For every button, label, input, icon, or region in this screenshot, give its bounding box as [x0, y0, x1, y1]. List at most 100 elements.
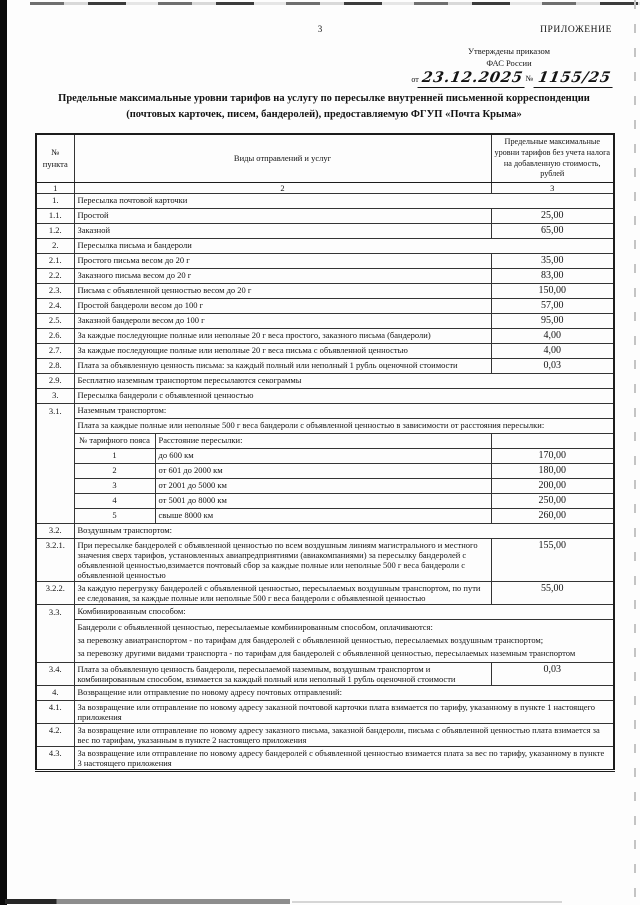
- row-number: 4.3.: [35, 746, 75, 773]
- table-row: 4.3. За возвращение или отправление по н…: [35, 746, 615, 773]
- row-text: Пересылка почтовой карточки: [73, 193, 615, 210]
- row-text: За возвращение или отправление по новому…: [73, 700, 615, 725]
- row-value: 95,00: [490, 313, 615, 330]
- approval-line2: ФАС России: [486, 57, 532, 68]
- approval-date-handwritten: 23.12.2025: [417, 69, 527, 88]
- table-row: 3.2.2. За каждую перегрузку бандеролей с…: [35, 581, 615, 606]
- table-row: 2.3. Письма с объявленной ценностью весо…: [35, 283, 615, 300]
- row-text: За каждую перегрузку бандеролей с объявл…: [73, 581, 492, 606]
- row-number: 2.9.: [35, 373, 75, 390]
- table-row: 3.2.1. При пересылке бандеролей с объявл…: [35, 538, 615, 583]
- scan-left-bar: [0, 0, 7, 905]
- col-number: 2: [73, 181, 492, 195]
- row-number: 4.2.: [35, 723, 75, 748]
- zone-distance: от 5001 до 8000 км: [154, 493, 492, 510]
- combined-method-line: за перевозку авиатранспортом - по тарифа…: [77, 635, 544, 646]
- zone-value: 180,00: [490, 463, 615, 480]
- row-text: При пересылке бандеролей с объявленной ц…: [73, 538, 492, 583]
- table-row: 4.1. За возвращение или отправление по н…: [35, 700, 615, 725]
- table-row: 3.1. Наземным транспортом:: [35, 403, 615, 525]
- table-row: 4.2. За возвращение или отправление по н…: [35, 723, 615, 748]
- row-text: Наземным транспортом:: [73, 403, 615, 420]
- row-value: 65,00: [490, 223, 615, 240]
- zone-distance: от 601 до 2000 км: [154, 463, 492, 480]
- row-value: 4,00: [490, 328, 615, 345]
- scan-top-edge-artifact: [30, 2, 640, 5]
- row-text: Заказной бандероли весом до 100 г: [73, 313, 492, 330]
- row-text: Пересылка письма и бандероли: [73, 238, 615, 255]
- table-row: 2. Пересылка письма и бандероли: [35, 238, 615, 255]
- zone-row: 4 от 5001 до 8000 км 250,00: [36, 493, 615, 510]
- row-number: 2.8.: [35, 358, 75, 375]
- table-row: 3.4. Плата за объявленную ценность банде…: [35, 662, 615, 687]
- approval-block: Утверждены приказом ФАС России от 23.12.2…: [404, 46, 616, 88]
- zone-row: 2 от 601 до 2000 км 180,00: [36, 463, 615, 480]
- row-number: 2.5.: [35, 313, 75, 330]
- row-text: Письма с объявленной ценностью весом до …: [73, 283, 492, 300]
- zone-number: 1: [73, 448, 156, 465]
- combined-method-line: Бандероли с объявленной ценностью, перес…: [77, 622, 433, 633]
- row-value: 150,00: [490, 283, 615, 300]
- row-number: 3.1.: [35, 403, 75, 525]
- table-row: 4. Возвращение или отправление по новому…: [35, 685, 615, 702]
- row-text: Плата за каждые полные или неполные 500 …: [73, 418, 615, 435]
- zone-value: 260,00: [490, 508, 615, 525]
- document-title: Предельные максимальные уровни тарифов н…: [35, 91, 613, 123]
- zone-number: 4: [73, 493, 156, 510]
- row-number: 2.: [35, 238, 75, 255]
- row-text: Простого письма весом до 20 г: [73, 253, 492, 270]
- row-text: Воздушным транспортом:: [73, 523, 615, 540]
- row-text: За каждые последующие полные или неполны…: [73, 328, 492, 345]
- row-text: За каждые последующие полные или неполны…: [73, 343, 492, 360]
- table-row: 2.1. Простого письма весом до 20 г 35,00: [35, 253, 615, 270]
- row-value: 25,00: [490, 208, 615, 225]
- approval-date-number-line: от 23.12.2025№ 1155/25: [404, 69, 616, 88]
- table-row: 3. Пересылка бандероли с объявленной цен…: [35, 388, 615, 405]
- zone-number-header: № тарифного пояса: [73, 433, 156, 450]
- row-text: Пересылка бандероли с объявленной ценнос…: [73, 388, 615, 405]
- row-value: 55,00: [490, 581, 615, 606]
- appendix-label: ПРИЛОЖЕНИЕ: [540, 25, 612, 35]
- row-number: 1.1.: [35, 208, 75, 225]
- row-text: Возвращение или отправление по новому ад…: [73, 685, 615, 702]
- row-text: Плата за объявленную ценность бандероли,…: [73, 662, 492, 687]
- row-number: 3.3.: [35, 604, 75, 664]
- scan-right-edge-artifact: [634, 0, 636, 905]
- zone-value: 250,00: [490, 493, 615, 510]
- zone-number: 5: [73, 508, 156, 525]
- row-number: 4.: [35, 685, 75, 702]
- document-title-line1: Предельные максимальные уровни тарифов н…: [58, 93, 590, 104]
- row-value: 0,03: [490, 358, 615, 375]
- row-text: Комбинированным способом:: [73, 604, 615, 621]
- zone-distance: до 600 км: [154, 448, 492, 465]
- row-number: 2.7.: [35, 343, 75, 360]
- row-text: Бесплатно наземным транспортом пересылаю…: [73, 373, 615, 390]
- zone-value: 200,00: [490, 478, 615, 495]
- zone-number: 2: [73, 463, 156, 480]
- col-number: 3: [490, 181, 615, 195]
- row-text: Заказной: [73, 223, 492, 240]
- row-value: 83,00: [490, 268, 615, 285]
- column-numbers-row: 1 2 3: [35, 181, 615, 195]
- header-service-types: Виды отправлений и услуг: [73, 133, 492, 183]
- table-row: 1.1. Простой 25,00: [35, 208, 615, 225]
- scan-bottom-edge-artifact-light: [292, 901, 562, 903]
- table-row: 1.2. Заказной 65,00: [35, 223, 615, 240]
- zone-row: 3 от 2001 до 5000 км 200,00: [36, 478, 615, 495]
- zone-distance: свыше 8000 км: [154, 508, 492, 525]
- row-number: 2.1.: [35, 253, 75, 270]
- row-number: 2.4.: [35, 298, 75, 315]
- combined-method-line: за перевозку другими видами транспорта -…: [77, 648, 576, 659]
- row-text: Плата за объявленную ценность письма: за…: [73, 358, 492, 375]
- approval-number-handwritten: 1155/25: [533, 69, 616, 88]
- row-text: За возвращение или отправление по новому…: [73, 746, 615, 773]
- approval-prefix: от: [411, 74, 419, 84]
- zone-value: 170,00: [490, 448, 615, 465]
- table-row: Плата за каждые полные или неполные 500 …: [36, 418, 615, 435]
- table-row: 2.2. Заказного письма весом до 20 г 83,0…: [35, 268, 615, 285]
- zone-value-header-empty: [490, 433, 615, 450]
- row-number: 3.2.2.: [35, 581, 75, 606]
- page-number: 3: [317, 24, 323, 34]
- table-row: Бандероли с объявленной ценностью, перес…: [36, 619, 615, 664]
